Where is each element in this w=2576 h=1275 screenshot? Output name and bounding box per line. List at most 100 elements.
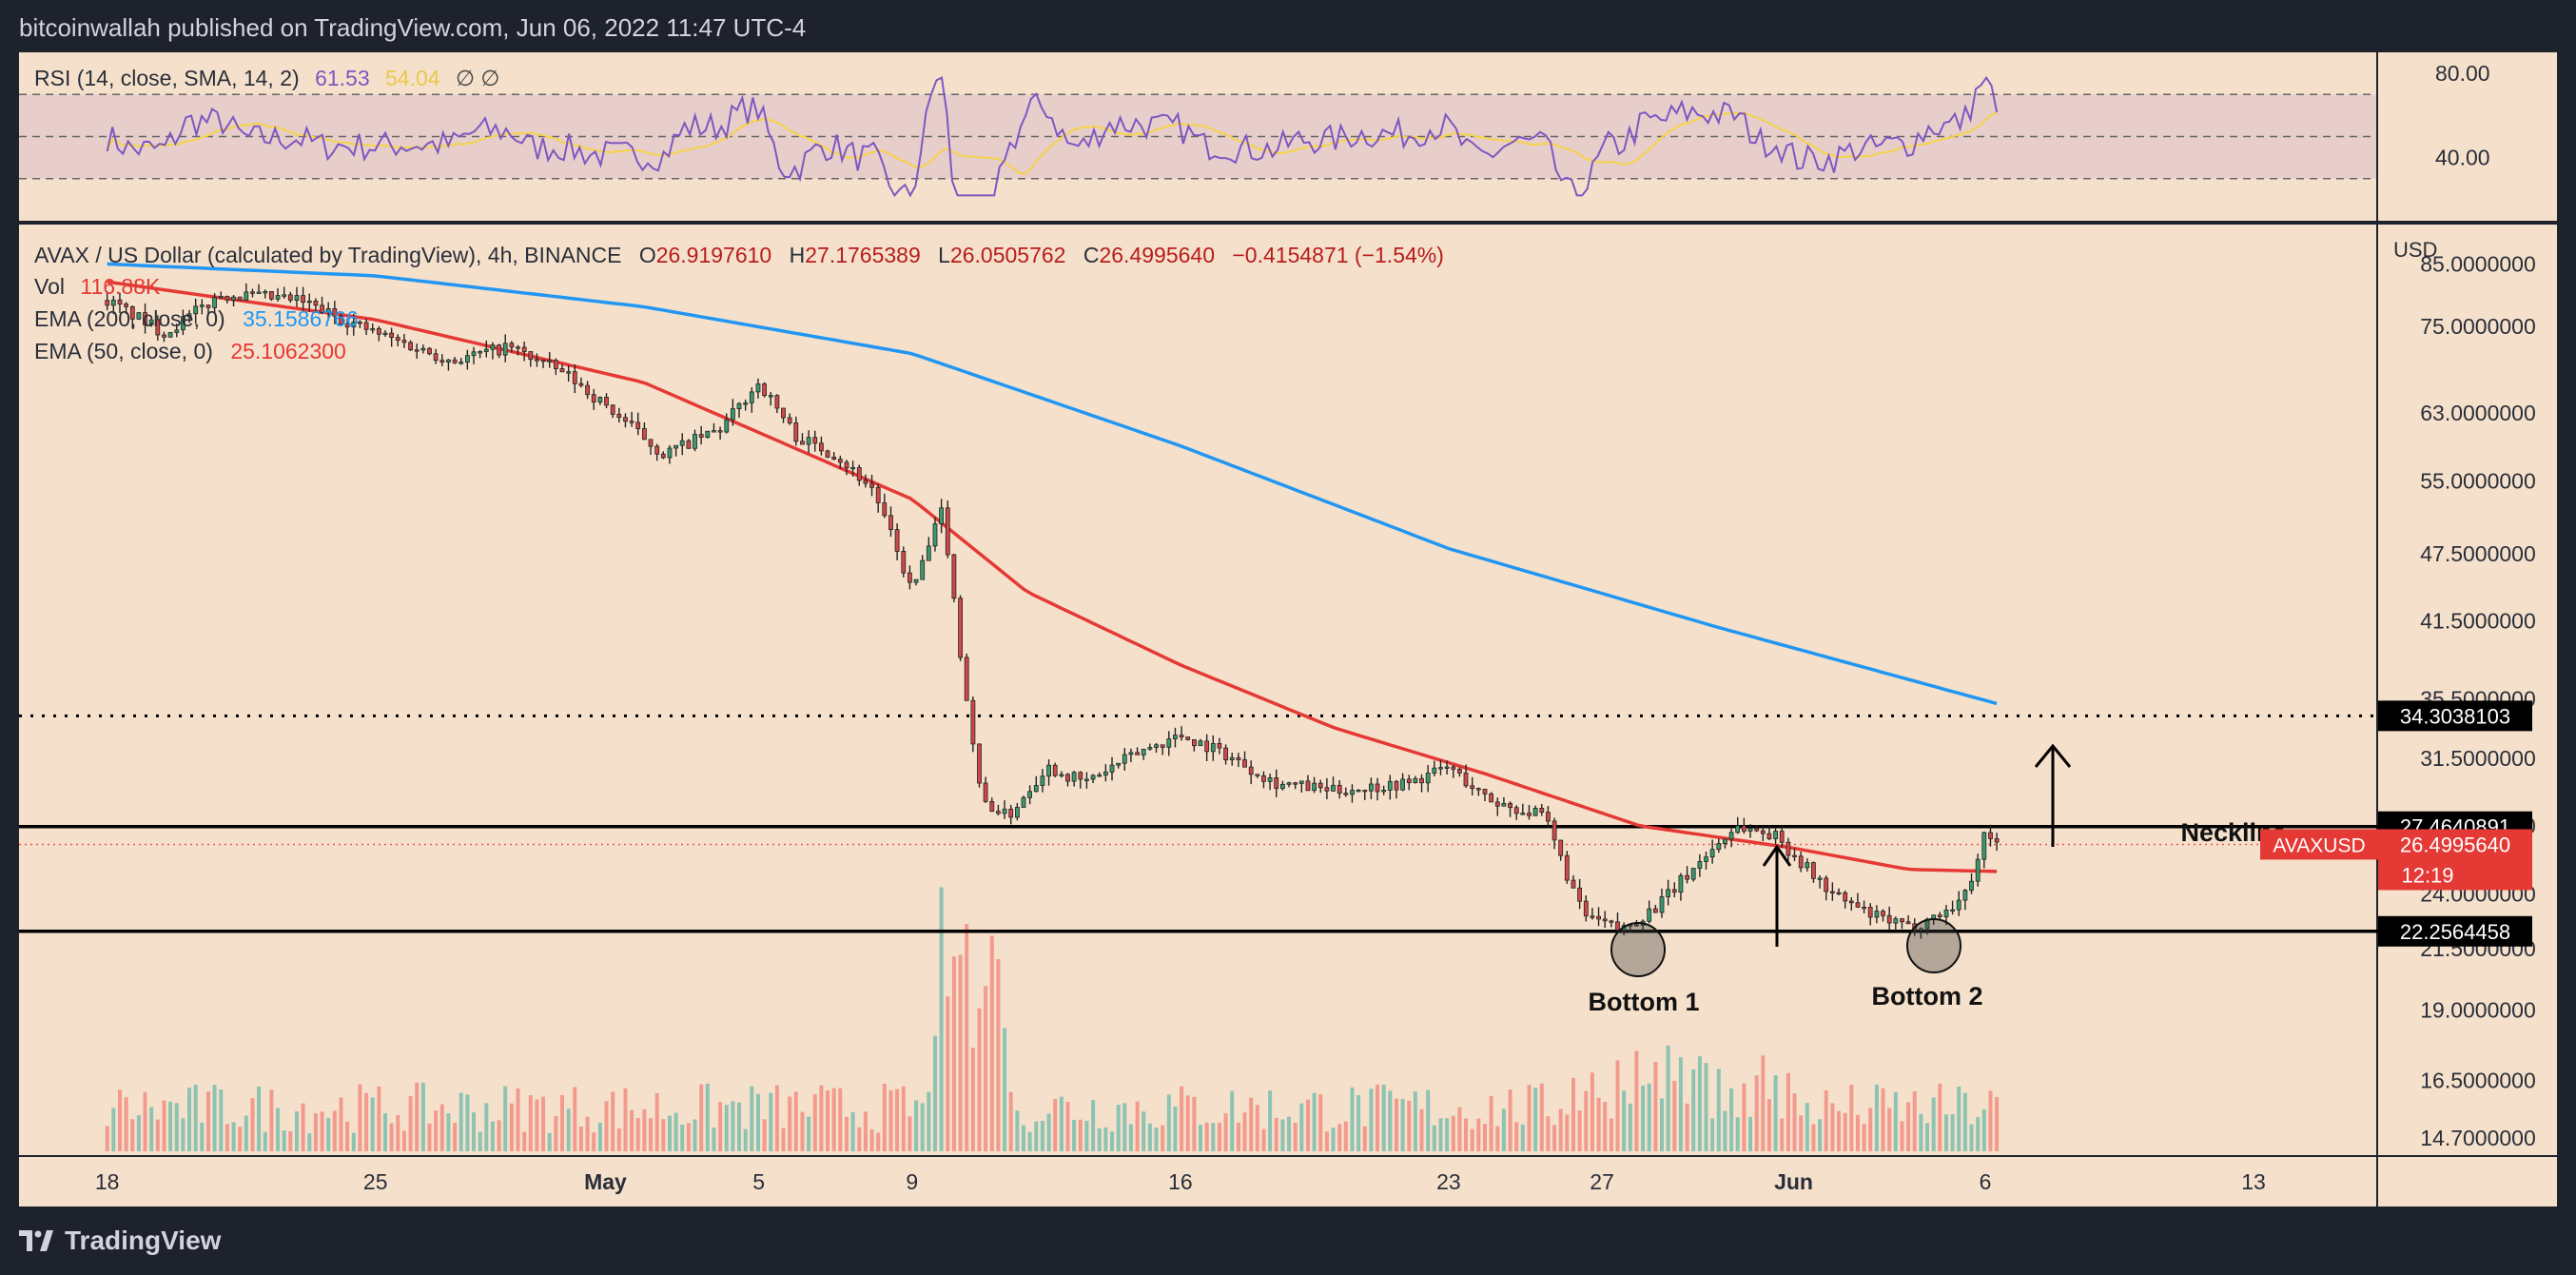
- volume-bar: [547, 1132, 552, 1151]
- candle-layer: [105, 283, 2000, 939]
- volume-bar: [1552, 1125, 1557, 1151]
- target-arrowhead: [2034, 743, 2072, 768]
- volume-bar: [276, 1108, 281, 1151]
- volume-bar: [1653, 1062, 1658, 1151]
- candle: [585, 381, 590, 400]
- volume-bar: [1166, 1094, 1171, 1151]
- candle: [1494, 797, 1500, 816]
- volume-bar: [1818, 1119, 1823, 1151]
- candle: [1217, 737, 1222, 755]
- candle: [774, 394, 780, 414]
- candle: [863, 474, 868, 488]
- volume-bar: [1558, 1108, 1563, 1151]
- volume-bar: [1128, 1124, 1133, 1151]
- candle: [660, 451, 666, 460]
- x-tick-label: 16: [1168, 1169, 1193, 1194]
- candle: [1451, 765, 1456, 778]
- candle: [648, 439, 654, 455]
- currency-label: USD: [2393, 238, 2437, 262]
- volume-bar: [1546, 1116, 1551, 1151]
- volume-bar: [295, 1111, 299, 1151]
- candle: [1375, 777, 1380, 801]
- candle: [1122, 748, 1127, 771]
- candle: [724, 413, 730, 434]
- candle: [320, 296, 325, 315]
- volume-bar: [989, 935, 994, 1151]
- volume-bar: [1343, 1121, 1348, 1151]
- candle: [983, 776, 988, 803]
- candle: [566, 364, 572, 382]
- volume-bar: [1142, 1111, 1146, 1151]
- candle: [1242, 751, 1247, 768]
- candle: [882, 493, 888, 519]
- volume-bar: [1919, 1113, 1923, 1151]
- volume-bar: [1634, 1050, 1639, 1151]
- candle: [1084, 772, 1089, 789]
- volume-bar: [1766, 1099, 1771, 1151]
- volume-bar: [1445, 1118, 1450, 1151]
- candle: [819, 436, 824, 456]
- candle: [502, 334, 508, 363]
- volume-bar: [1925, 1123, 1929, 1151]
- volume-bar: [472, 1112, 476, 1151]
- candle: [110, 295, 116, 315]
- bottom-1-label: Bottom 1: [1589, 988, 1700, 1016]
- volume-bar: [1514, 1122, 1519, 1151]
- candle: [1147, 743, 1153, 751]
- candle: [894, 522, 900, 560]
- candle: [837, 455, 843, 469]
- candle: [1369, 777, 1374, 799]
- volume-bar: [162, 1100, 166, 1151]
- volume-bar: [984, 986, 988, 1151]
- candle: [743, 399, 749, 411]
- countdown-text: 12:19: [2401, 863, 2453, 887]
- volume-bar: [1464, 1118, 1468, 1151]
- candle: [679, 433, 685, 456]
- volume-bar: [826, 1090, 829, 1151]
- candle: [844, 460, 849, 476]
- volume-bar: [869, 1128, 874, 1151]
- volume-bar: [478, 1131, 482, 1151]
- volume-bar: [130, 1119, 135, 1151]
- price-legend-l-label: L: [938, 243, 950, 267]
- x-tick-label: May: [584, 1169, 627, 1194]
- volume-bar: [996, 959, 1001, 1151]
- volume-bar: [693, 1119, 697, 1151]
- candle: [996, 804, 1001, 815]
- volume-bar: [389, 1123, 394, 1151]
- volume-bar: [1742, 1083, 1747, 1151]
- candle: [850, 461, 855, 477]
- candle: [1886, 906, 1892, 931]
- candle: [970, 696, 976, 753]
- candle: [686, 439, 692, 449]
- volume-bar: [528, 1095, 533, 1151]
- volume-bar: [1849, 1085, 1854, 1151]
- candle: [698, 425, 704, 445]
- volume-bar: [1249, 1097, 1254, 1151]
- candle: [1065, 773, 1070, 787]
- volume-bar: [1501, 1108, 1506, 1151]
- volume-bar: [200, 1122, 205, 1151]
- candle: [1192, 739, 1197, 752]
- candle: [1274, 769, 1279, 797]
- volume-bar: [699, 1084, 704, 1151]
- volume-bar: [1204, 1122, 1209, 1151]
- candle: [244, 283, 249, 302]
- candle: [1836, 888, 1842, 895]
- candle: [401, 333, 407, 348]
- candle: [1419, 774, 1424, 793]
- candle: [1400, 773, 1405, 792]
- candle: [1704, 851, 1708, 870]
- volume-bar: [1641, 1085, 1646, 1151]
- candle: [1855, 892, 1861, 909]
- volume-bar: [573, 1087, 577, 1151]
- candle: [1950, 900, 1956, 915]
- volume-bar: [1862, 1124, 1866, 1151]
- tradingview-logo[interactable]: TradingView: [19, 1226, 221, 1256]
- volume-bar: [1223, 1113, 1228, 1151]
- volume-bar: [774, 1085, 779, 1151]
- candle: [301, 286, 306, 311]
- candle: [1444, 760, 1450, 775]
- volume-bar: [888, 1090, 893, 1151]
